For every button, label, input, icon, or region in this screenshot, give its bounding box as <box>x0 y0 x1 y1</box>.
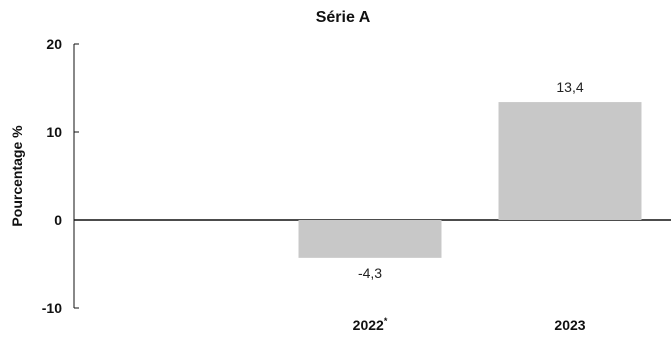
chart-title: Série A <box>316 9 371 26</box>
y-axis-label: Pourcentage % <box>9 125 25 227</box>
bar <box>498 102 642 220</box>
footnote-marker: * <box>384 316 388 326</box>
data-label: -4,3 <box>358 265 382 281</box>
y-tick-label: 0 <box>54 212 62 228</box>
x-tick-label: 2022* <box>353 316 388 333</box>
y-tick-label: 10 <box>46 124 62 140</box>
y-tick-label: 20 <box>46 36 62 52</box>
y-tick-label: -10 <box>42 300 62 316</box>
labels: -4,3 2022* 13,4 2023 <box>353 79 586 333</box>
bar <box>298 220 442 258</box>
data-label: 13,4 <box>556 79 583 95</box>
bars <box>298 102 642 258</box>
x-tick-label: 2023 <box>554 317 585 333</box>
